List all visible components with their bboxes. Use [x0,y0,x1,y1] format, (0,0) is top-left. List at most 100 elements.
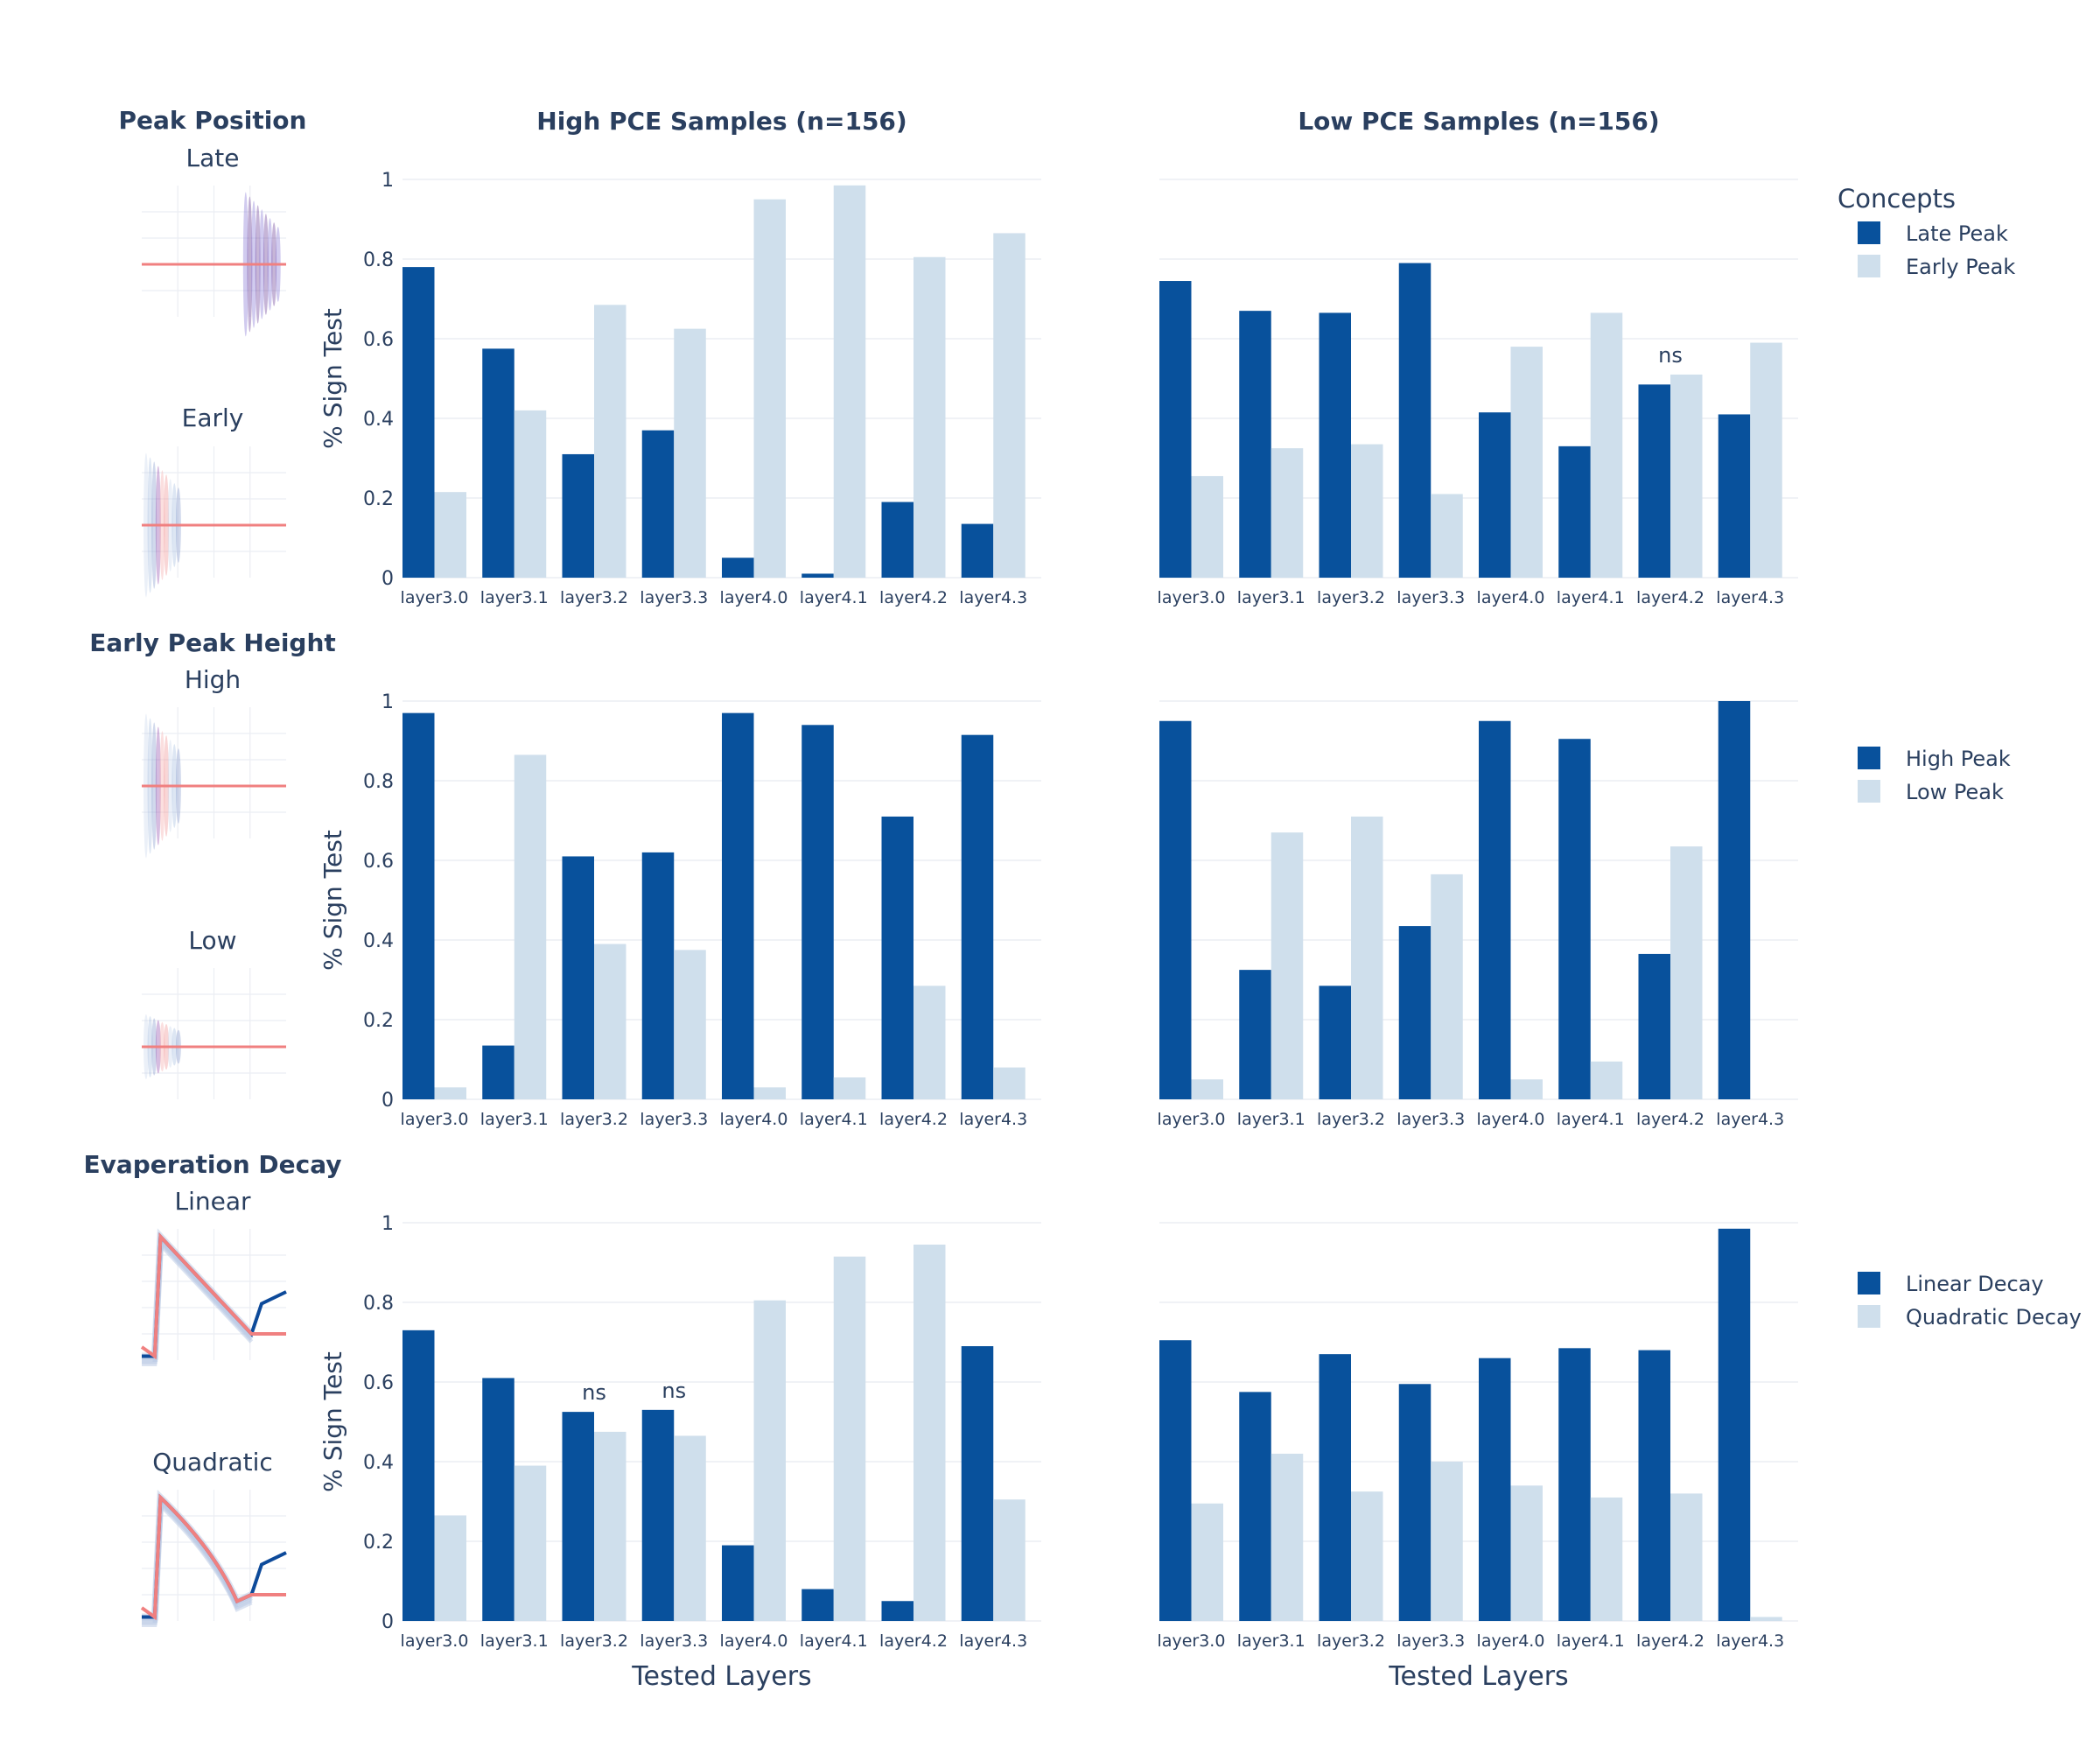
bar [514,410,547,578]
bar [1431,1462,1463,1621]
section-title: Early Peak Height [89,628,336,657]
y-axis-label: % Sign Test [318,1351,347,1492]
x-tick-label: layer3.1 [1237,1110,1306,1129]
section-title: Evaperation Decay [83,1150,341,1179]
bar [1159,720,1192,1099]
x-tick-label: layer4.3 [1716,588,1784,607]
bar [434,492,466,578]
x-tick-label: layer4.2 [879,1631,948,1651]
y-tick-label: 1 [382,170,394,192]
legend-swatch [1858,747,1880,769]
thumbnail-plot [142,968,286,1099]
y-tick-label: 0.8 [363,1293,394,1315]
x-tick-label: layer4.2 [1636,588,1704,607]
bar [1270,448,1304,578]
bar [1750,342,1782,578]
y-axis-label: % Sign Test [318,830,347,971]
x-tick-label: layer3.3 [640,1631,708,1651]
bar [1191,1503,1223,1621]
bar [1479,1358,1511,1621]
bar [1398,1384,1432,1621]
bar [1558,446,1591,578]
bar [753,1300,786,1621]
bar [514,754,547,1099]
x-tick-label: layer3.0 [1158,1110,1226,1129]
y-tick-label: 0.2 [363,1010,394,1032]
bar [1670,374,1703,578]
bar [802,573,834,578]
bar-panel: 0 0.2 0.4 0.6 0.8 1 layer3.0 layer3.1 layer3.2 la… [318,1213,1041,1692]
bar [674,1435,706,1621]
bar [722,558,754,578]
y-tick-label: 0.4 [363,930,394,952]
bar [833,1256,866,1621]
legend-swatch [1858,780,1880,803]
legend-swatch [1858,1272,1880,1294]
bar [514,1465,547,1621]
legend-label: Low Peak [1906,780,2004,804]
x-tick-label: layer3.1 [480,588,549,607]
x-tick-label: layer4.3 [1716,1631,1784,1651]
section-title: Peak Position [119,106,307,135]
x-tick-label: layer3.3 [1396,588,1465,607]
bar [1750,1617,1782,1621]
x-tick-label: layer4.2 [1636,1631,1704,1651]
bar [1239,1392,1271,1621]
x-tick-label: layer3.1 [480,1110,549,1129]
y-tick-label: 0.6 [363,329,394,351]
bar-panel: layer3.0 layer3.1 layer3.2 layer3.3 layer4.0… [1158,700,1798,1129]
bar-panel: layer3.0 layer3.1 layer3.2 layer3.3 layer4.0… [1158,1222,1798,1692]
bar [1638,384,1670,578]
bar [482,1378,514,1621]
y-axis-label: % Sign Test [318,308,347,449]
bar [833,185,866,578]
bar [482,348,514,578]
bar [641,1409,675,1621]
thumb-label: Low [188,926,236,955]
bar [482,1045,514,1099]
bar [961,1346,994,1621]
column-title: Low PCE Samples (n=156) [1298,107,1659,136]
thumb-label: High [185,665,241,694]
bar [674,328,706,578]
thumbnail-plot [142,186,286,337]
bar [961,523,994,578]
y-tick-label: 0.8 [363,771,394,793]
bar [1590,1497,1623,1621]
x-tick-label: layer3.1 [1237,588,1306,607]
x-tick-label: layer4.1 [1557,1110,1625,1129]
y-tick-label: 0.4 [363,409,394,431]
legend-label: Linear Decay [1906,1272,2044,1296]
x-tick-label: layer4.0 [1477,1631,1545,1651]
legend-label: High Peak [1906,747,2011,771]
legend-label: Early Peak [1906,255,2015,279]
y-tick-label: 0 [382,568,394,590]
y-tick-label: 1 [382,1213,394,1235]
bar [881,502,914,578]
y-tick-label: 0 [382,1090,394,1112]
bar [1558,1348,1591,1621]
legend-swatch [1858,221,1880,244]
bar [641,430,675,578]
bar [1159,1340,1192,1621]
x-tick-label: layer4.1 [800,1631,868,1651]
bar [993,1499,1026,1621]
x-tick-label: layer4.2 [879,588,948,607]
x-tick-label: layer4.3 [1716,1110,1784,1129]
bar [1239,970,1271,1099]
bar [402,267,435,578]
x-tick-label: layer3.3 [640,588,708,607]
x-tick-label: layer3.0 [401,1110,469,1129]
x-tick-label: layer4.0 [720,588,788,607]
bar [1398,263,1432,578]
bar [1398,926,1432,1099]
x-tick-label: layer4.1 [1557,588,1625,607]
bar [594,944,626,1099]
bar [1319,312,1351,578]
x-tick-label: layer4.2 [1636,1110,1704,1129]
bar [881,1601,914,1621]
bar [594,305,626,578]
ns-annotation: ns [662,1379,686,1403]
x-tick-label: layer3.2 [560,1631,628,1651]
bar [1191,1079,1223,1099]
